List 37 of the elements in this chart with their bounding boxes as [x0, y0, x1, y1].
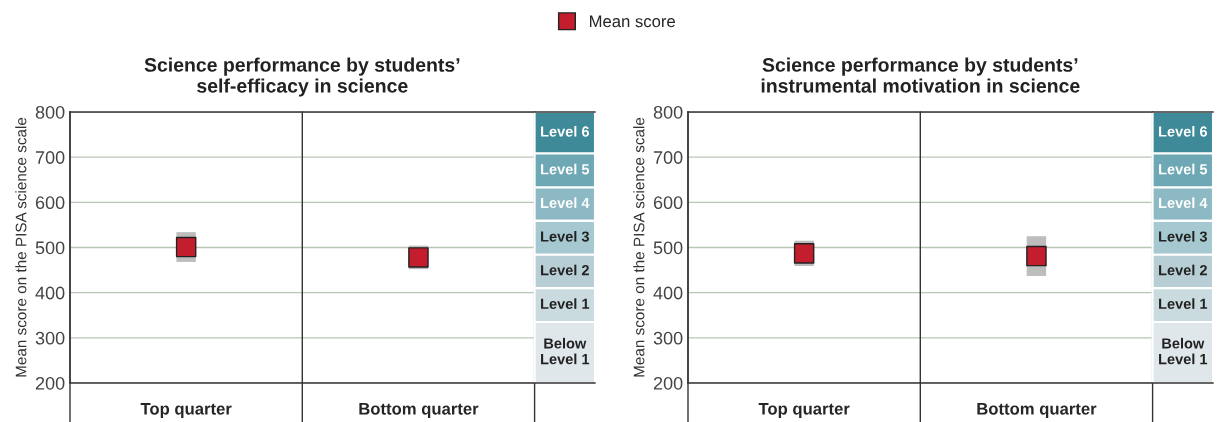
y-tick-label: 200 [35, 376, 65, 390]
chart-title: Science performance by students’ self-efficacy in science [144, 57, 460, 97]
x-tick-label: Bottom quarter [359, 403, 479, 418]
y-tick-label: 600 [653, 196, 683, 210]
band-label: Level 5 [541, 163, 590, 175]
band-label: Level 4 [1159, 197, 1208, 209]
y-axis-title: Mean score on the PISA science scale [633, 117, 645, 377]
band-label: Level 3 [1159, 230, 1207, 242]
y-tick-label: 800 [35, 105, 65, 119]
legend-label: Mean score [590, 15, 675, 28]
band-label: Level 2 [1159, 264, 1207, 276]
band-label: Level 2 [541, 264, 589, 276]
band-label: Level 6 [541, 125, 589, 137]
band-label: Level 6 [1159, 125, 1207, 137]
band-label: Level 3 [541, 230, 589, 242]
y-tick-label: 700 [35, 151, 65, 164]
band-label: Below Level 1 [541, 337, 590, 365]
y-axis-title: Mean score on the PISA science scale [15, 117, 27, 377]
x-tick-label: Top quarter [758, 403, 850, 418]
y-tick-label: 500 [653, 241, 683, 255]
y-tick-label: 700 [653, 151, 683, 164]
y-tick-label: 200 [653, 376, 683, 390]
y-tick-label: 500 [35, 241, 65, 255]
x-tick-label: Bottom quarter [977, 403, 1097, 418]
band-label: Level 1 [1159, 298, 1208, 309]
chart-title: Science performance by students’ instrumental motivation in science [761, 57, 1080, 93]
band-label: Below Level 1 [1159, 337, 1208, 365]
y-tick-label: 800 [653, 105, 683, 119]
x-tick-label: Top quarter [140, 403, 232, 418]
y-tick-label: 400 [653, 286, 683, 300]
band-label: Level 5 [1159, 163, 1208, 175]
y-tick-label: 300 [35, 331, 65, 345]
y-tick-label: 400 [35, 286, 65, 300]
band-label: Level 4 [541, 197, 590, 209]
y-tick-label: 300 [653, 331, 683, 345]
band-label: Level 1 [541, 298, 590, 309]
y-tick-label: 600 [35, 196, 65, 210]
